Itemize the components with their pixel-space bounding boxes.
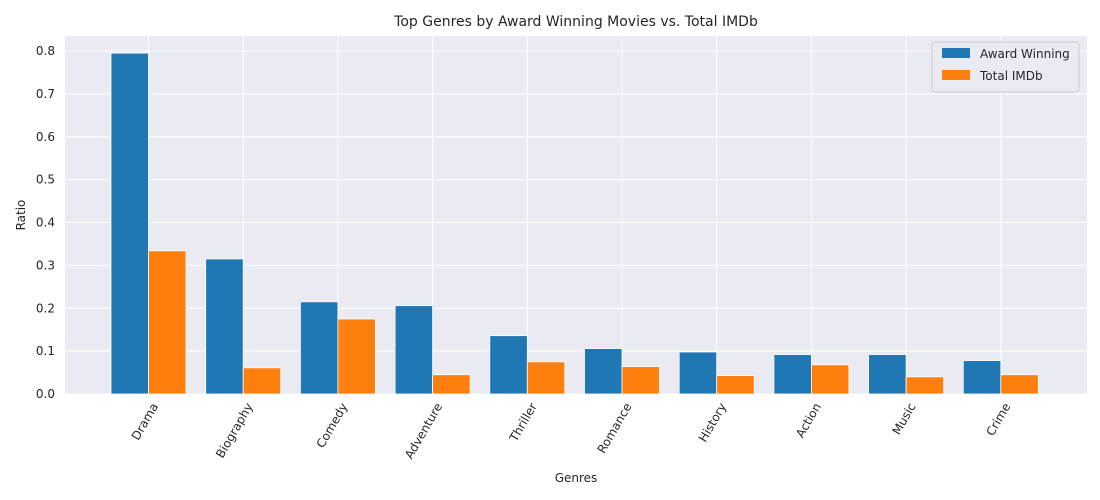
bar-award-winning-drama (110, 52, 149, 395)
x-tick-label: Adventure (402, 401, 445, 462)
legend-label-total-imdb: Total IMDb (979, 69, 1043, 83)
y-tick-label: 0.2 (36, 301, 55, 315)
legend-swatch-total-imdb (942, 70, 970, 80)
bar-award-winning-music (868, 354, 907, 395)
bar-award-winning-thriller (489, 335, 528, 395)
bar-award-winning-biography (205, 258, 244, 395)
bar-total-imdb-crime (1000, 374, 1039, 395)
y-tick-label: 0.4 (36, 216, 55, 230)
bar-total-imdb-music (905, 376, 944, 395)
bar-award-winning-romance (584, 348, 623, 395)
x-tick-labels: Drama Biography Comedy Adventure Thriller Rom… (129, 400, 1014, 461)
y-tick-label: 0.7 (36, 87, 55, 101)
y-tick-labels: 0.0 0.1 0.2 0.3 0.4 0.5 0.6 0.7 0.8 (36, 44, 55, 401)
y-axis-label: Ratio (14, 200, 28, 231)
legend-swatch-award-winning (942, 48, 970, 58)
x-tick-label: Thriller (506, 400, 540, 444)
x-axis-label: Genres (555, 471, 598, 485)
y-tick-label: 0.6 (36, 130, 55, 144)
bar-total-imdb-romance (621, 366, 660, 395)
x-tick-label: History (696, 401, 729, 445)
bar-award-winning-comedy (299, 301, 339, 395)
x-tick-label: Biography (213, 401, 256, 461)
bar-total-imdb-adventure (432, 374, 471, 395)
x-tick-label: Drama (129, 401, 161, 443)
y-tick-label: 0.1 (36, 344, 55, 358)
bar-total-imdb-action (811, 364, 850, 395)
y-tick-label: 0.0 (36, 387, 55, 401)
bar-award-winning-action (773, 354, 812, 395)
y-tick-label: 0.8 (36, 44, 55, 58)
legend: Award Winning Total IMDb (931, 41, 1080, 93)
chart-title: Top Genres by Award Winning Movies vs. T… (393, 14, 758, 30)
bars (110, 52, 1039, 395)
bar-total-imdb-comedy (337, 318, 376, 395)
bar-total-imdb-biography (242, 367, 282, 395)
bar-award-winning-crime (962, 360, 1002, 395)
y-tick-label: 0.3 (36, 258, 55, 272)
x-tick-label: Music (889, 401, 918, 438)
bar-total-imdb-drama (148, 250, 187, 395)
x-tick-label: Crime (983, 401, 1013, 439)
bar-award-winning-adventure (394, 305, 434, 395)
legend-label-award-winning: Award Winning (980, 47, 1070, 61)
bar-award-winning-history (678, 351, 718, 395)
bar-total-imdb-thriller (526, 361, 566, 395)
y-tick-label: 0.5 (36, 173, 55, 187)
x-tick-label: Comedy (314, 401, 351, 451)
x-tick-label: Action (793, 401, 824, 441)
bar-total-imdb-history (716, 375, 755, 395)
x-tick-label: Romance (595, 401, 635, 456)
